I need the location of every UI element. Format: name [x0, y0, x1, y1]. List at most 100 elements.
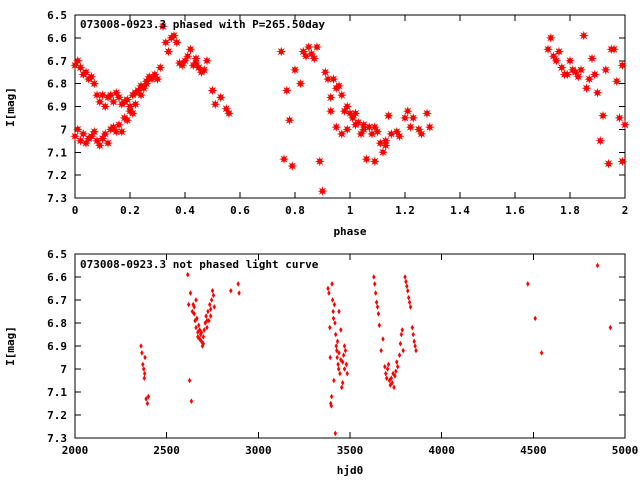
top-data-point [122, 115, 133, 125]
bottom-data-point [201, 334, 206, 340]
top-data-point [81, 67, 91, 78]
top-data-point [210, 99, 221, 109]
top-data-point [595, 136, 606, 146]
top-data-point [149, 69, 160, 80]
top-data-point [551, 56, 562, 66]
top-data-point [158, 21, 168, 32]
top-data-point [556, 62, 567, 73]
top-data-point [386, 129, 397, 139]
top-data-point [147, 74, 157, 85]
top-data-point [391, 126, 402, 137]
top-y-tick-label: 6.6 [47, 32, 67, 45]
top-data-point [548, 51, 559, 62]
top-data-point [336, 90, 347, 100]
bottom-data-point [595, 262, 600, 269]
bottom-data-point [395, 359, 399, 365]
top-data-point [581, 83, 592, 94]
top-data-point [116, 126, 127, 137]
bottom-data-point [197, 327, 202, 333]
bottom-data-point [381, 336, 385, 342]
top-data-point [554, 46, 564, 57]
top-data-point [326, 92, 336, 103]
bottom-data-point [202, 327, 206, 333]
bottom-data-point [140, 350, 144, 356]
bottom-data-points [139, 262, 613, 437]
top-data-point [375, 138, 386, 148]
top-data-point [161, 37, 171, 48]
top-data-point [100, 129, 111, 139]
top-data-point [73, 56, 83, 66]
top-data-point [103, 138, 113, 148]
top-data-point [372, 126, 383, 137]
bottom-data-point [229, 288, 233, 294]
top-data-point [584, 74, 595, 84]
bottom-data-point [392, 384, 396, 391]
top-data-point [342, 101, 353, 112]
bottom-data-point [407, 299, 412, 306]
bottom-x-axis-title: hjd0 [337, 464, 364, 477]
top-data-point [114, 119, 124, 130]
top-data-point [193, 62, 204, 73]
bottom-data-point [192, 304, 196, 310]
top-data-point [617, 156, 628, 167]
bottom-data-point [334, 331, 338, 338]
bottom-data-point [406, 288, 410, 294]
top-data-point [86, 71, 97, 82]
top-data-point [216, 92, 226, 103]
top-data-point [314, 156, 325, 167]
bottom-data-point [397, 352, 402, 358]
bottom-data-point [144, 396, 148, 402]
top-data-point [182, 51, 193, 61]
top-data-point [127, 108, 138, 119]
top-data-point [81, 138, 91, 148]
top-y-tick-label: 7.3 [47, 192, 67, 205]
top-y-tick-label: 7.2 [47, 169, 67, 182]
top-data-point [180, 55, 190, 66]
top-data-point [345, 108, 355, 119]
bottom-plot-title: 073008-0923.3 not phased light curve [80, 258, 319, 271]
bottom-data-point [345, 370, 349, 377]
bottom-data-point [333, 320, 337, 326]
top-data-point [323, 74, 333, 85]
top-data-point [603, 158, 614, 169]
bottom-data-point [385, 366, 390, 372]
top-data-point [312, 42, 322, 52]
top-data-point [576, 65, 586, 75]
bottom-y-tick-label: 6.6 [47, 271, 67, 284]
bottom-data-point [194, 297, 198, 303]
top-data-point [70, 60, 80, 71]
top-data-point [155, 62, 166, 73]
top-data-point [617, 60, 628, 71]
top-data-point [306, 49, 317, 59]
bottom-data-point [195, 315, 199, 322]
bottom-data-point [408, 304, 413, 310]
top-data-point [570, 67, 581, 78]
top-data-point [78, 129, 89, 139]
top-data-point [545, 33, 556, 43]
bottom-data-point [414, 347, 418, 354]
bottom-data-point [404, 278, 408, 285]
top-y-tick-label: 6.5 [47, 9, 67, 22]
top-data-point [207, 85, 218, 96]
plot-frame-bottom [74, 253, 626, 439]
bottom-data-point [395, 363, 400, 370]
bottom-data-point [208, 306, 213, 312]
top-data-point [609, 44, 619, 55]
top-data-point [367, 128, 377, 139]
bottom-data-point [139, 343, 143, 349]
top-data-point [290, 65, 300, 75]
bottom-data-point [193, 317, 197, 324]
top-data-point [199, 65, 210, 75]
bottom-data-point [336, 361, 340, 368]
bottom-data-point [383, 363, 387, 370]
top-data-point [328, 74, 339, 85]
bottom-data-point [143, 354, 147, 361]
top-data-point [587, 53, 597, 64]
top-data-point [317, 186, 328, 196]
top-data-point [108, 122, 119, 132]
bottom-data-point [211, 292, 216, 299]
top-data-point [394, 131, 405, 142]
bottom-data-point [205, 317, 209, 324]
top-data-point [287, 161, 298, 171]
bottom-data-point [201, 340, 206, 347]
